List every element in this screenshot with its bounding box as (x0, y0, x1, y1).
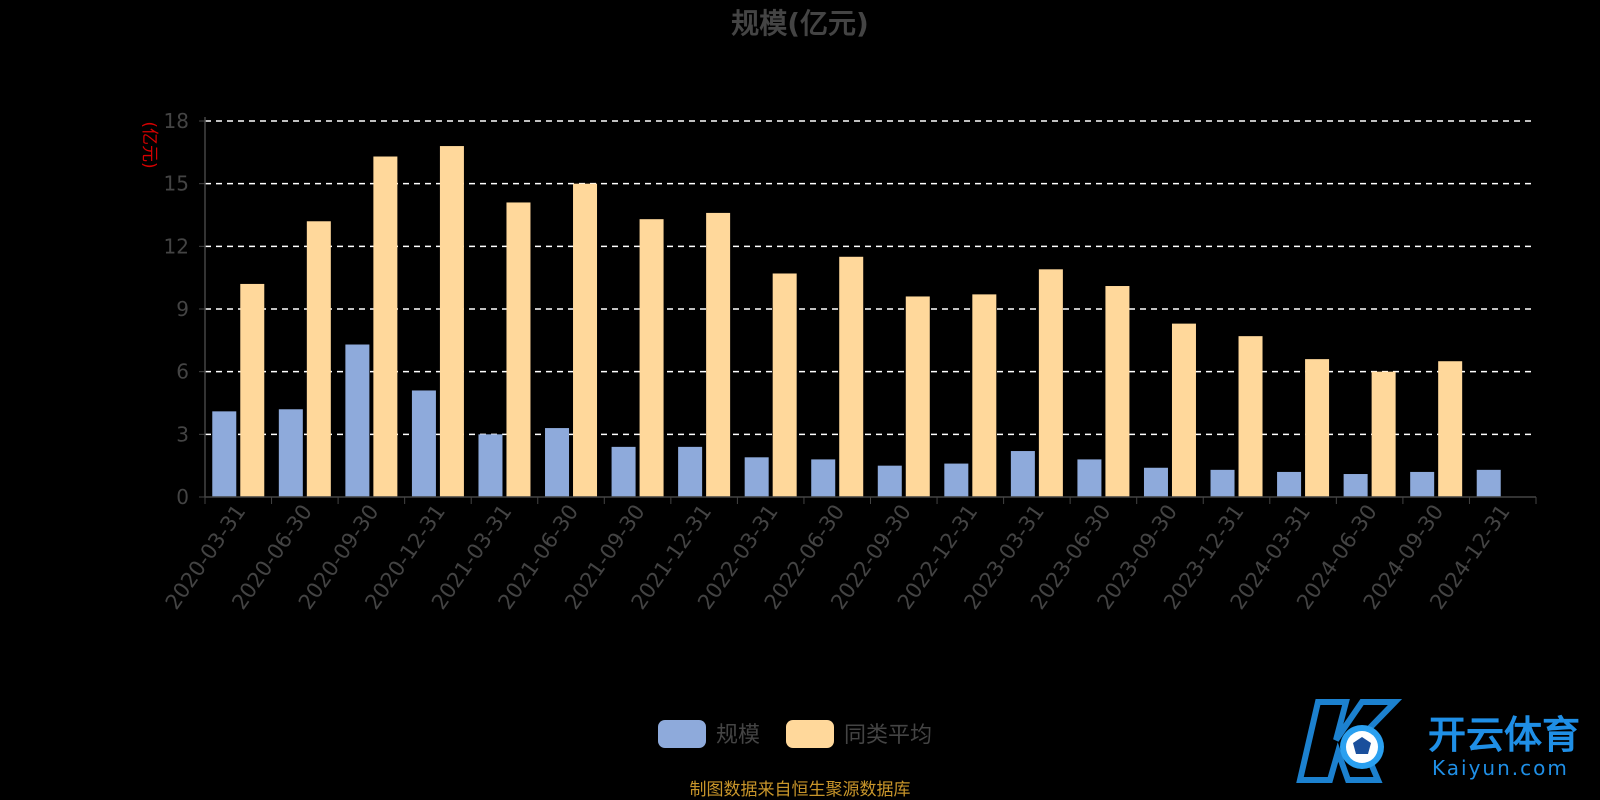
bar (1038, 269, 1063, 497)
bar (1438, 361, 1463, 497)
bar (1171, 323, 1196, 497)
watermark-logo: 开云体育 Kaiyun.com (1296, 699, 1580, 783)
y-tick-label: 9 (176, 297, 189, 321)
bar (278, 409, 303, 497)
y-tick-label: 18 (164, 109, 189, 133)
bar (1210, 469, 1235, 497)
bar (678, 446, 703, 497)
bar (611, 446, 636, 497)
y-tick-label: 0 (176, 485, 189, 509)
y-axis-label: (亿元) (139, 121, 159, 168)
legend-swatch (658, 720, 706, 748)
bar (1343, 474, 1368, 497)
bar (1010, 451, 1035, 497)
grid (205, 120, 1536, 436)
bar (1371, 371, 1396, 497)
soccer-ball-icon (1296, 699, 1403, 783)
chart-title: 规模(亿元) (731, 7, 869, 40)
bar (1476, 469, 1501, 497)
bar (345, 344, 370, 497)
bar (905, 296, 930, 497)
axes: 03691215182020-03-312020-06-302020-09-30… (161, 109, 1537, 614)
bar (639, 219, 664, 497)
y-tick-label: 12 (164, 234, 189, 258)
bar (1105, 286, 1130, 497)
bar (373, 156, 398, 497)
bar (811, 459, 836, 497)
bar (706, 212, 731, 497)
legend-label: 规模 (716, 723, 760, 748)
bar (240, 283, 265, 497)
bar (944, 463, 969, 497)
bar (545, 428, 570, 497)
bar (1143, 467, 1168, 497)
bar (972, 294, 997, 497)
y-tick-label: 6 (176, 360, 189, 384)
legend: 规模 同类平均 (658, 720, 932, 748)
bar (1277, 471, 1302, 497)
bar (439, 146, 464, 498)
bar (411, 390, 436, 497)
watermark-cn: 开云体育 (1428, 713, 1580, 757)
bar (1305, 359, 1330, 497)
bar (306, 221, 331, 497)
bar (212, 411, 237, 497)
bar (1077, 459, 1102, 497)
bar (1238, 336, 1263, 497)
watermark-en: Kaiyun.com (1432, 756, 1569, 780)
bars (212, 146, 1501, 498)
y-tick-label: 3 (176, 422, 189, 446)
bar (478, 434, 503, 497)
bar (772, 273, 797, 497)
data-source-note: 制图数据来自恒生聚源数据库 (690, 780, 911, 800)
bar (506, 202, 531, 497)
y-tick-label: 15 (164, 172, 189, 196)
bar (839, 256, 864, 497)
bar (573, 183, 598, 497)
bar (1410, 471, 1435, 497)
legend-swatch (786, 720, 834, 748)
bar (744, 457, 769, 497)
bar (877, 465, 902, 497)
legend-label: 同类平均 (844, 723, 932, 748)
